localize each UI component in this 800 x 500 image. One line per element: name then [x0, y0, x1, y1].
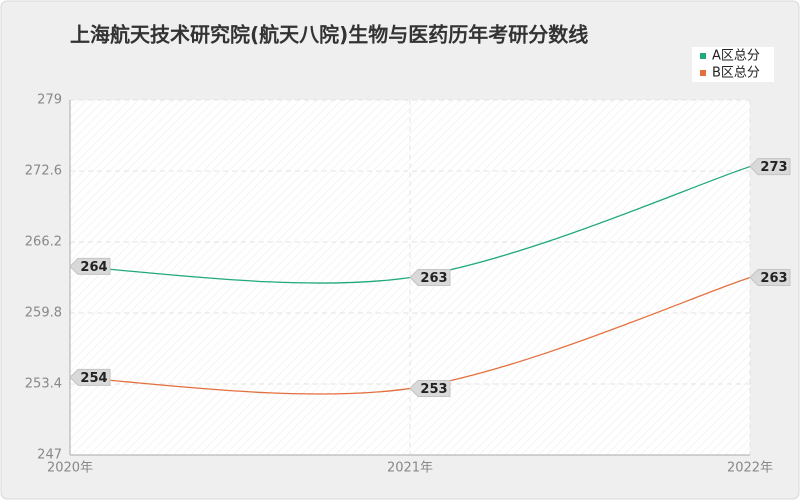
x-tick-label: 2021年 — [387, 461, 433, 476]
data-label: 273 — [760, 160, 787, 175]
data-label-box — [409, 269, 451, 286]
data-label-box — [69, 368, 111, 386]
y-tick-label: 253.4 — [25, 377, 62, 392]
legend-label: B区总分 — [712, 66, 760, 81]
x-tick-label: 2020年 — [47, 461, 93, 476]
legend-marker — [700, 53, 706, 59]
legend-background — [692, 47, 774, 65]
data-label-box — [749, 269, 791, 286]
data-label-box — [409, 379, 451, 397]
y-tick-label: 247 — [37, 448, 62, 463]
data-label: 264 — [80, 260, 107, 275]
x-tick-label: 2022年 — [727, 461, 773, 476]
legend-background — [692, 64, 774, 82]
y-tick-label: 259.8 — [25, 306, 62, 321]
data-label: 263 — [420, 271, 447, 286]
legend-marker — [700, 70, 706, 76]
chart-title: 上海航天技术研究院(航天八院)生物与医药历年考研分数线 — [70, 23, 588, 47]
data-label: 263 — [760, 271, 787, 286]
y-tick-label: 266.2 — [25, 235, 62, 250]
data-label: 253 — [420, 382, 447, 397]
data-label-box — [69, 257, 111, 275]
y-tick-label: 279 — [37, 93, 62, 108]
y-tick-label: 272.6 — [25, 164, 62, 179]
data-label: 254 — [80, 371, 107, 386]
legend-label: A区总分 — [712, 49, 760, 64]
data-label-box — [749, 158, 791, 176]
